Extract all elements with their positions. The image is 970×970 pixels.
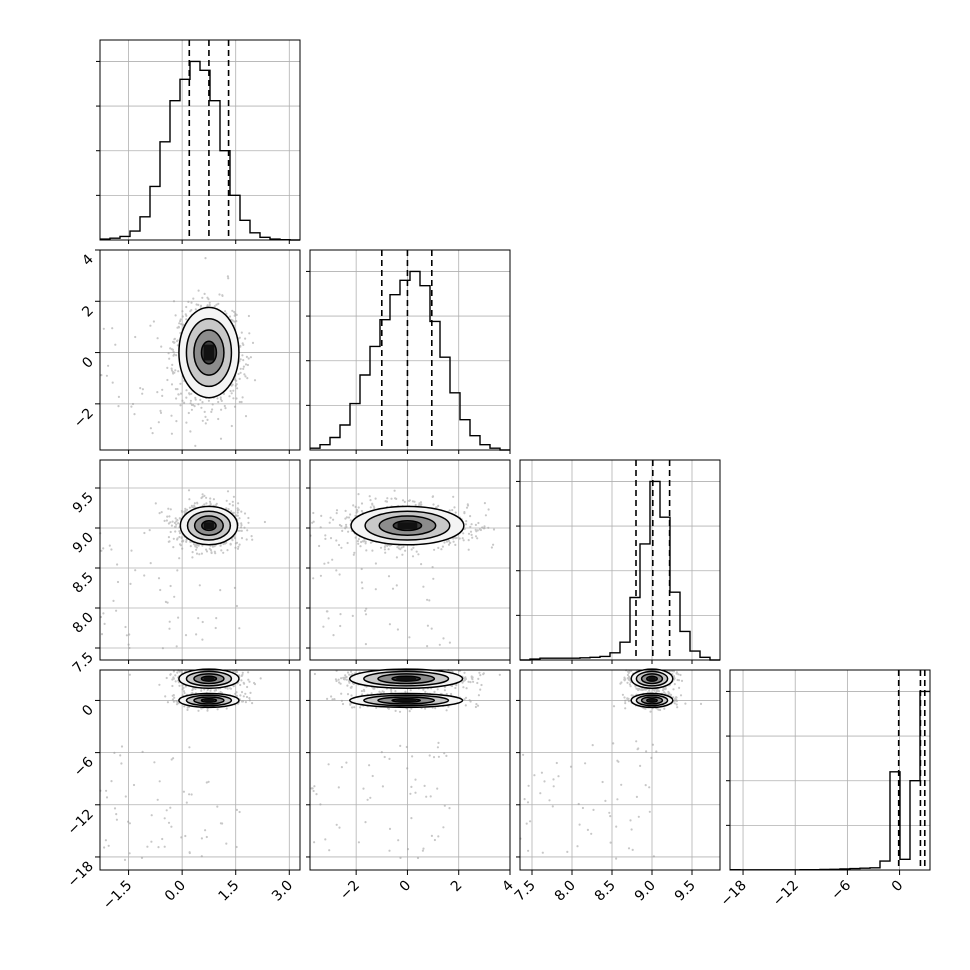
- histogram-series: [310, 270, 510, 451]
- y-tick-label: 0: [79, 702, 97, 720]
- panel-frame: [309, 249, 511, 451]
- density-peak: [203, 699, 215, 702]
- histogram-series: [520, 480, 720, 661]
- x-tick-label: 0: [889, 878, 907, 896]
- histogram-series: [100, 60, 300, 241]
- density-peak: [203, 522, 214, 529]
- histogram-panel: [726, 669, 931, 871]
- y-tick-label: −6: [71, 754, 97, 780]
- x-tick-label: 8.5: [592, 878, 619, 905]
- panel-frame: [309, 669, 511, 871]
- x-tick-label: −6: [828, 877, 854, 903]
- y-tick-label: 2: [79, 303, 97, 321]
- histogram-panel: [516, 459, 721, 661]
- panel-frame: [99, 669, 301, 871]
- y-tick-label: −18: [65, 858, 97, 890]
- density-panel: [99, 459, 301, 661]
- density-peak: [203, 344, 215, 361]
- density-peak: [203, 677, 215, 681]
- y-tick-label: 0: [79, 354, 97, 372]
- x-tick-label: 9.0: [632, 878, 659, 905]
- y-tick-label: 4: [79, 251, 97, 269]
- x-tick-label: −1.5: [100, 878, 135, 913]
- panel-frame: [309, 459, 511, 661]
- x-tick-label: 2: [448, 878, 466, 896]
- panel-frame: [729, 669, 931, 871]
- panel-frame: [519, 669, 721, 871]
- panel-frame: [99, 39, 301, 241]
- x-tick-label: −2: [337, 878, 363, 904]
- x-tick-label: −18: [718, 878, 750, 910]
- y-tick-label: 7.5: [70, 650, 97, 677]
- y-tick-label: 9.5: [70, 490, 97, 517]
- scatter-points: [519, 669, 703, 860]
- x-tick-label: 7.5: [512, 878, 539, 905]
- x-tick-label: 1.5: [215, 878, 242, 905]
- histogram-panel: [306, 249, 511, 451]
- y-tick-label: 8.5: [70, 570, 97, 597]
- density-peak: [396, 699, 417, 702]
- scatter-points: [99, 489, 267, 650]
- y-tick-label: 8.0: [70, 610, 97, 637]
- density-peak: [397, 522, 418, 529]
- x-tick-label: 8.0: [552, 878, 579, 905]
- y-tick-label: −2: [71, 405, 97, 431]
- density-peak: [396, 677, 417, 681]
- y-tick-label: −12: [65, 806, 97, 838]
- panel-frame: [519, 459, 721, 661]
- x-tick-label: 9.5: [672, 878, 699, 905]
- x-tick-label: 3.0: [269, 878, 296, 905]
- x-tick-label: 0: [397, 878, 415, 896]
- panel-frame: [99, 249, 301, 451]
- x-tick-label: −12: [770, 878, 802, 910]
- y-tick-label: 9.0: [70, 530, 97, 557]
- density-panel: [519, 668, 721, 871]
- density-peak: [648, 699, 656, 702]
- density-panel: [99, 249, 301, 451]
- density-panel: [99, 668, 301, 871]
- density-panel: [309, 459, 511, 661]
- panel-frame: [99, 459, 301, 661]
- density-peak: [648, 677, 656, 681]
- density-panel: [309, 668, 511, 871]
- x-tick-label: 0.0: [162, 878, 189, 905]
- histogram-panel: [96, 39, 301, 241]
